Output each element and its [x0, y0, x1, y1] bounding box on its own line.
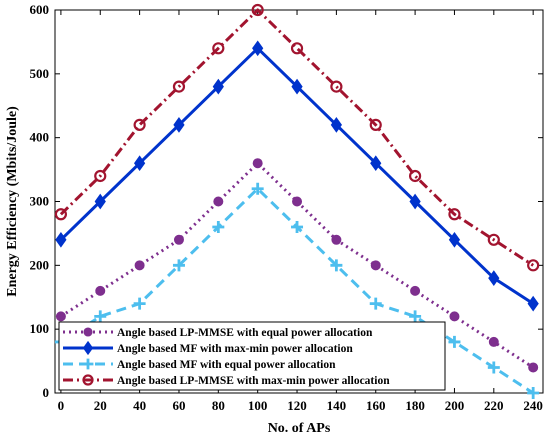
x-tick-label: 140 [327, 398, 347, 413]
data-point [212, 78, 224, 95]
legend-label: Angle based MF with max-min power alloca… [117, 343, 353, 355]
data-point [410, 285, 421, 296]
x-tick-label: 200 [445, 398, 465, 413]
data-point [330, 117, 343, 133]
data-point [448, 208, 461, 221]
data-point [292, 196, 303, 207]
data-point [54, 208, 68, 221]
x-tick-label: 180 [405, 398, 425, 413]
data-point [94, 169, 107, 183]
legend-label: Angle based LP-MMSE with max-min power a… [117, 375, 390, 387]
data-point [95, 285, 106, 296]
data-point [134, 260, 145, 271]
data-point [55, 311, 66, 322]
data-point [330, 80, 343, 93]
data-point [370, 260, 381, 271]
data-point [173, 234, 184, 245]
series-4 [54, 3, 540, 272]
y-tick-label: 400 [30, 130, 50, 145]
data-point [251, 182, 264, 195]
data-point [252, 158, 263, 169]
data-point [408, 169, 422, 183]
series-2 [55, 40, 539, 312]
data-point [330, 259, 343, 272]
x-tick-label: 240 [523, 398, 543, 413]
data-point [527, 295, 539, 312]
y-tick-label: 0 [43, 385, 50, 400]
y-tick-label: 100 [30, 321, 50, 336]
x-tick-label: 80 [212, 398, 225, 413]
data-point [172, 80, 186, 93]
data-point [83, 327, 93, 337]
y-tick-label: 600 [30, 2, 50, 17]
series-group [54, 3, 540, 399]
y-tick-label: 200 [30, 257, 50, 272]
x-tick-label: 0 [58, 398, 65, 413]
legend-label: Angle based LP-MMSE with equal power all… [117, 327, 373, 339]
data-point [252, 40, 264, 57]
data-point [527, 387, 540, 399]
y-tick-label: 500 [30, 66, 50, 81]
data-point [488, 270, 500, 286]
data-point [331, 234, 342, 245]
data-point [488, 336, 499, 347]
series-3 [54, 182, 540, 399]
data-point [82, 358, 94, 370]
legend-item: Angle based LP-MMSE with equal power all… [63, 327, 373, 339]
legend: Angle based LP-MMSE with equal power all… [58, 321, 446, 391]
y-tick-label: 300 [30, 194, 50, 209]
data-point [409, 310, 422, 323]
data-point [448, 231, 461, 248]
data-point [527, 259, 540, 272]
data-point [290, 42, 304, 55]
legend-item: Angle based MF with max-min power alloca… [63, 340, 353, 356]
data-point [212, 42, 225, 55]
x-tick-label: 160 [366, 398, 386, 413]
legend-item: Angle based LP-MMSE with max-min power a… [63, 374, 390, 387]
x-tick-label: 20 [94, 398, 107, 413]
data-point [133, 118, 146, 132]
x-tick-label: 40 [133, 398, 146, 413]
data-point [94, 310, 107, 323]
series-1 [55, 158, 539, 373]
x-tick-label: 100 [248, 398, 268, 413]
x-tick-label: 60 [172, 398, 185, 413]
data-point [369, 297, 382, 310]
data-point [213, 196, 224, 207]
data-point [487, 233, 500, 246]
data-point [291, 78, 303, 95]
axis-ticks: 0 20 40 60 80 100 120 140 160 180 200 220 240 0 100 200… [30, 2, 543, 413]
legend-item: Angle based MF with equal power allocati… [63, 358, 336, 371]
data-point [370, 155, 382, 172]
data-point [409, 193, 421, 210]
data-point [82, 340, 94, 356]
data-point [291, 221, 304, 234]
data-point [94, 193, 106, 210]
y-axis-label: Energy Efficiency (Mbits/Joule) [5, 106, 20, 297]
data-point [449, 311, 460, 322]
data-point [487, 361, 500, 374]
x-tick-label: 220 [484, 398, 504, 413]
data-point [251, 3, 264, 17]
data-point [55, 231, 67, 248]
data-point [369, 118, 382, 132]
data-point [172, 259, 185, 272]
x-axis-label: No. of APs [268, 421, 331, 436]
data-point [82, 374, 94, 386]
data-point [133, 155, 146, 172]
data-point [173, 117, 185, 133]
data-point [133, 297, 146, 310]
legend-label: Angle based MF with equal power allocati… [117, 359, 336, 371]
series-line [59, 8, 534, 267]
data-point [448, 335, 461, 348]
data-point [528, 362, 539, 373]
x-tick-label: 120 [287, 398, 307, 413]
legend-box [58, 321, 446, 391]
data-point [212, 221, 225, 234]
